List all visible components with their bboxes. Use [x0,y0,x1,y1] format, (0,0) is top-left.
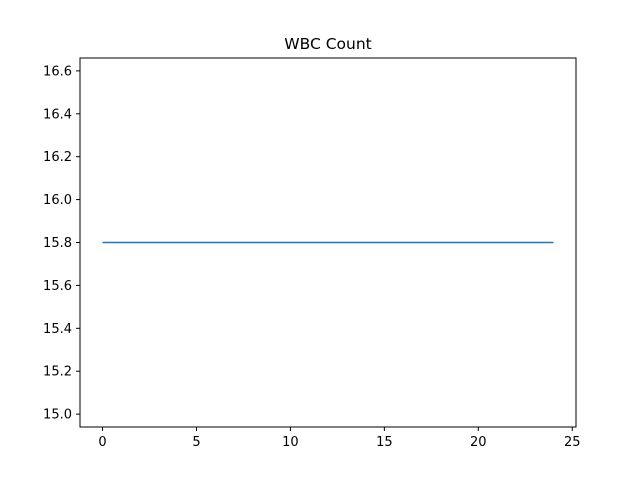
x-tick-label: 20 [470,435,487,450]
chart-title: WBC Count [284,35,371,53]
x-tick-label: 5 [192,435,200,450]
y-tick-label: 16.6 [43,64,72,79]
y-tick-label: 16.2 [43,150,72,165]
y-tick-label: 15.4 [43,322,72,337]
x-tick-label: 0 [98,435,106,450]
y-tick-label: 15.8 [43,236,72,251]
y-tick-label: 16.4 [43,107,72,122]
y-tick-label: 15.6 [43,279,72,294]
y-axis: 15.0 15.2 15.4 15.6 15.8 16.0 16.2 16.4 16.6 [43,64,80,423]
x-axis: 0 5 10 15 20 25 [98,427,581,450]
y-tick-label: 15.2 [43,365,72,380]
x-tick-label: 25 [564,435,581,450]
y-tick-label: 16.0 [43,193,72,208]
x-tick-label: 10 [282,435,299,450]
x-tick-label: 15 [376,435,393,450]
y-tick-label: 15.0 [43,408,72,423]
